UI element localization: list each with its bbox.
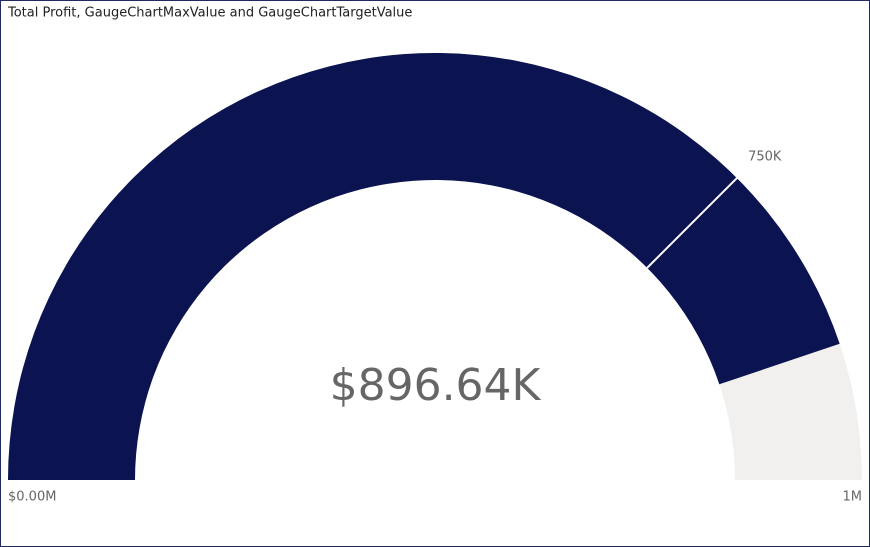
axis-label: 1M bbox=[843, 490, 863, 505]
chart-title: Total Profit, GaugeChartMaxValue and Gau… bbox=[7, 6, 412, 21]
value-label: $896.64K bbox=[330, 360, 542, 411]
axis-label: $0.00M bbox=[8, 490, 56, 505]
gauge-value bbox=[8, 53, 840, 481]
target-label: 750K bbox=[748, 149, 782, 164]
target-line bbox=[646, 177, 738, 269]
